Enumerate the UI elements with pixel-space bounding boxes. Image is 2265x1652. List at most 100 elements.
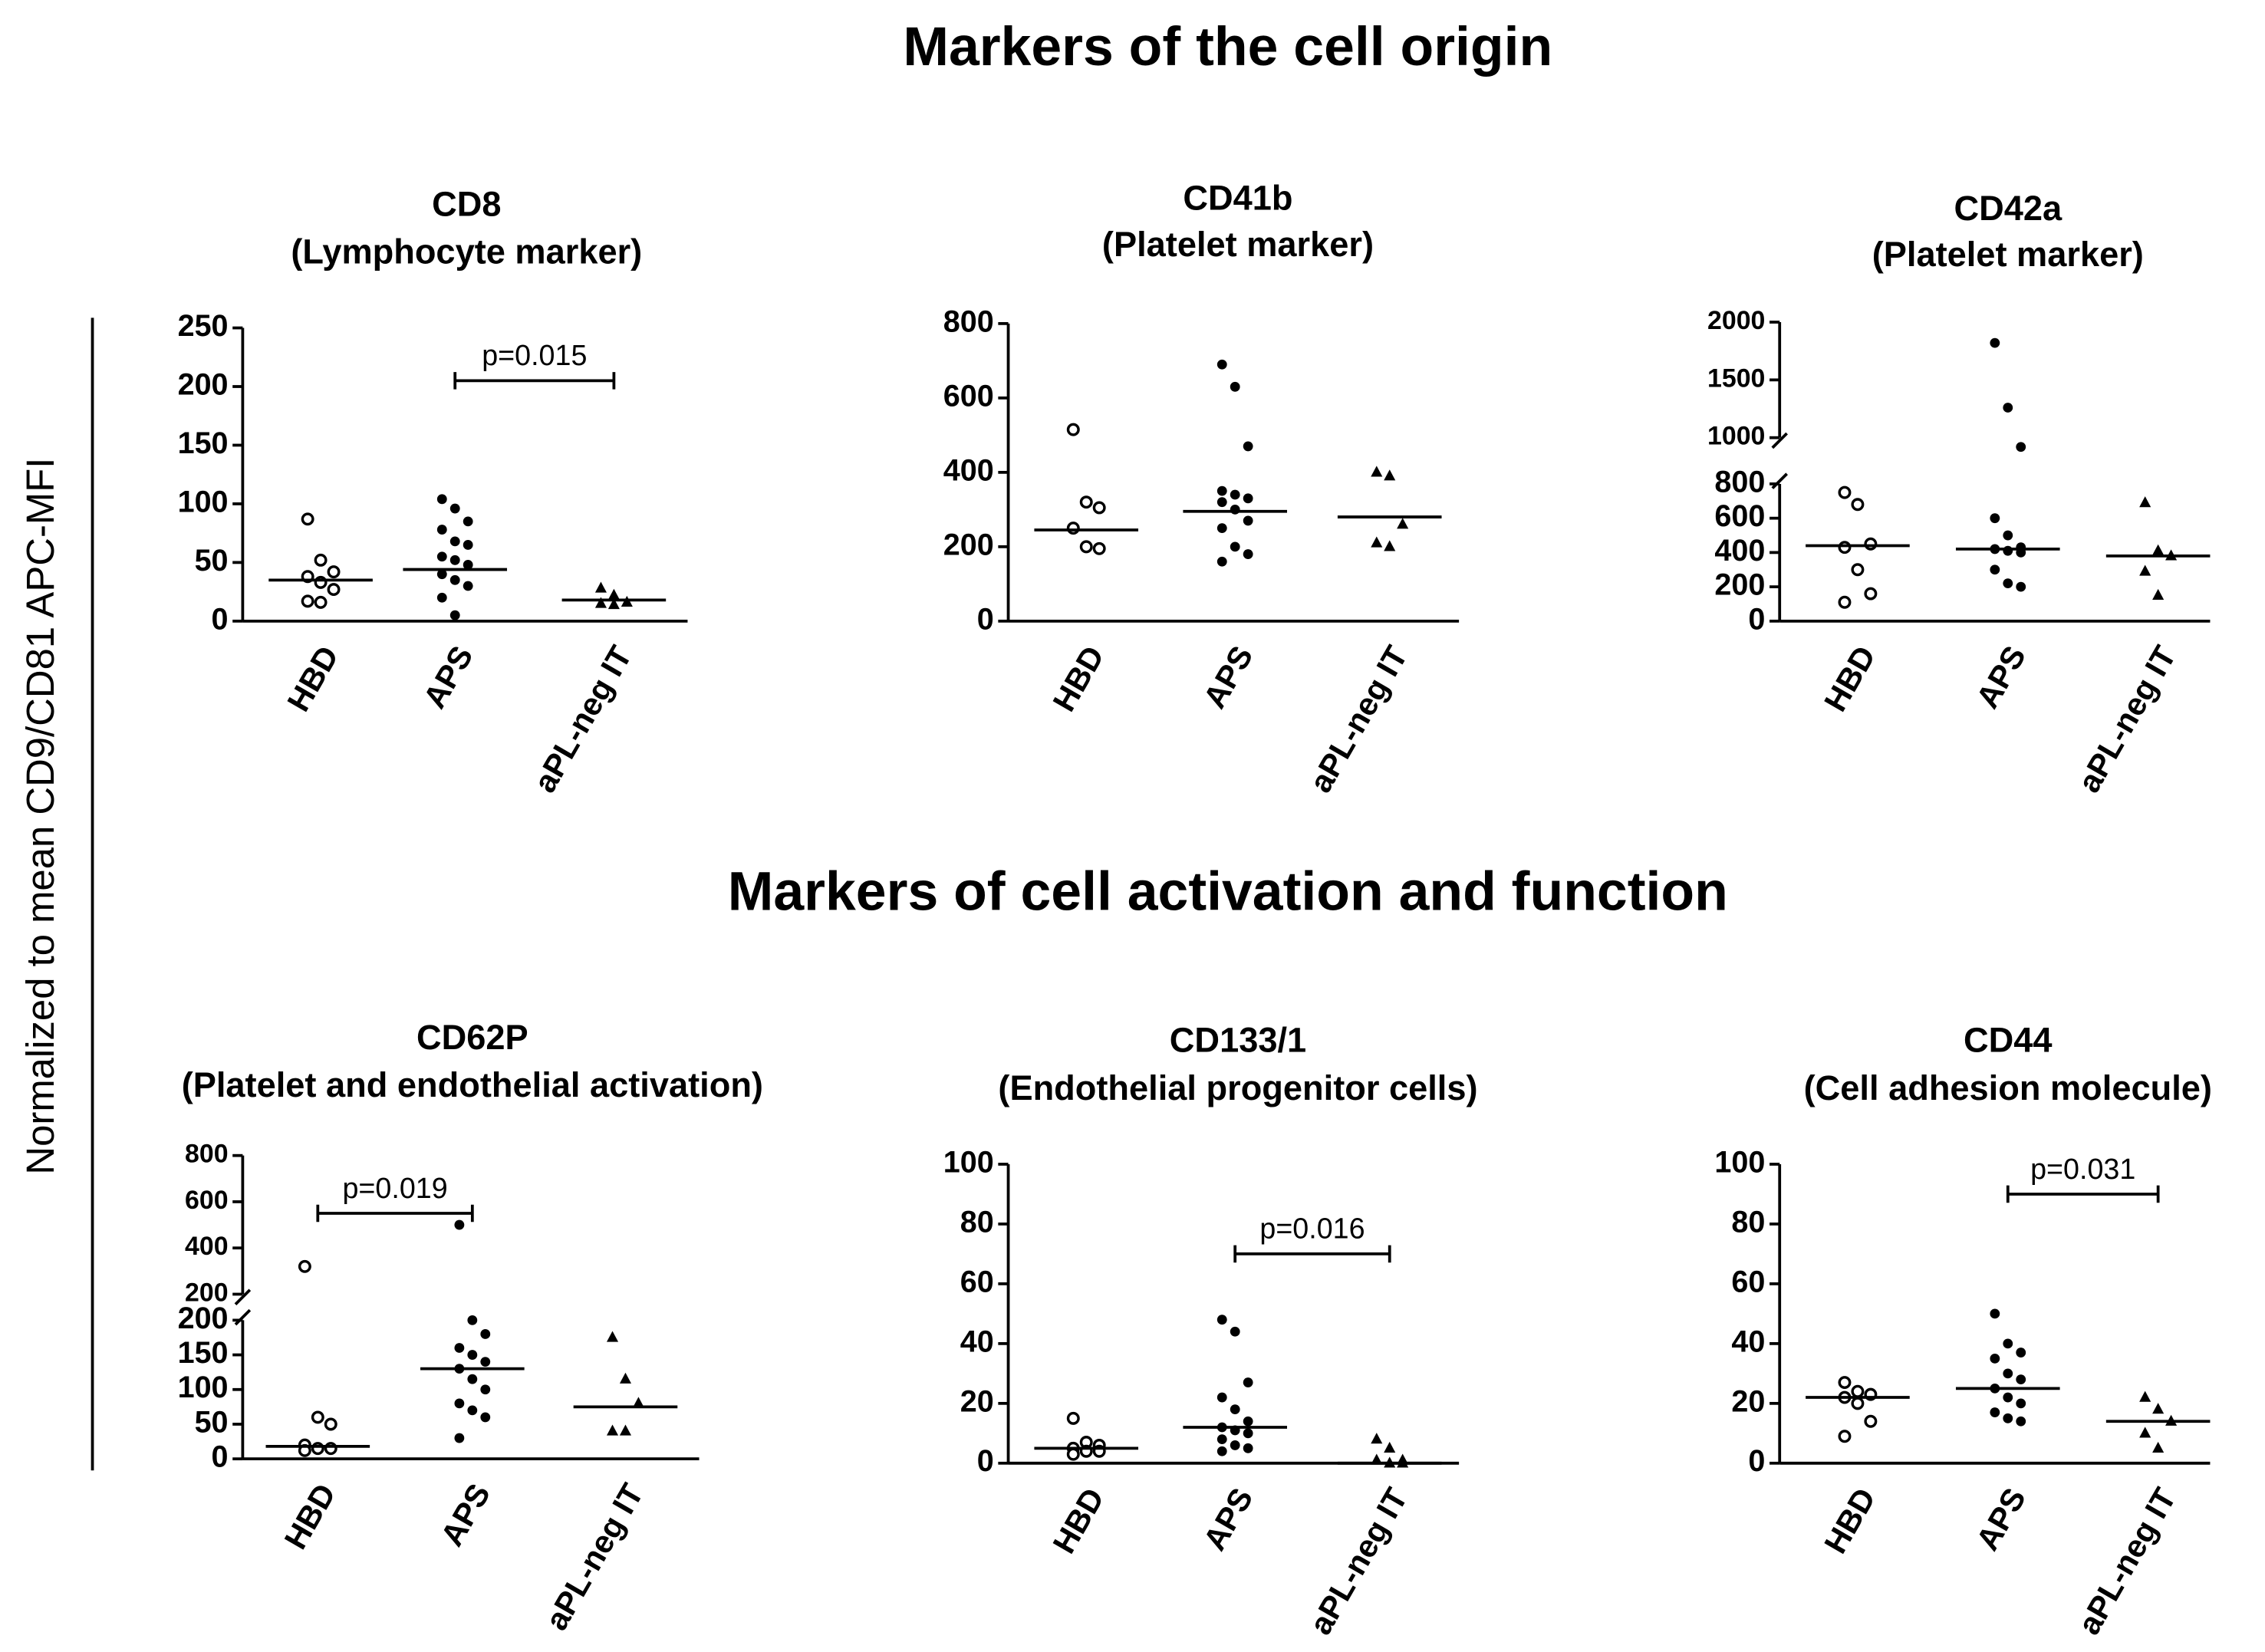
data-point [2139,1427,2151,1438]
data-point [436,551,447,562]
data-point [467,1374,478,1384]
data-point [594,581,607,593]
data-point [1230,1326,1240,1337]
data-point [2152,1403,2165,1414]
y-tick-label: 800 [1714,465,1765,499]
data-point [2152,1441,2165,1453]
data-point [1864,537,1878,551]
p-value: p=0.031 [2030,1153,2135,1185]
data-point [2016,1348,2026,1357]
data-point [1216,1315,1227,1325]
data-point [463,581,473,591]
data-point [1079,540,1093,554]
data-point [449,536,460,547]
data-point [1230,489,1240,500]
data-point [2139,496,2151,508]
data-point [607,597,620,610]
data-point [1230,504,1240,515]
data-point [2016,1374,2026,1385]
y-tick-label: 250 [178,309,229,343]
y-tick-label: 60 [960,1265,994,1298]
data-point [1216,359,1227,370]
data-point [436,525,447,535]
data-point [480,1412,491,1423]
axis-break [234,1308,252,1326]
y-tick-label: 80 [1731,1205,1765,1239]
data-point [1216,1446,1227,1456]
data-point [1397,518,1409,529]
y-tick-label: 20 [1731,1384,1765,1418]
data-point [1066,522,1080,535]
data-point [1216,497,1227,508]
data-point [1838,485,1852,499]
y-tick-label: 0 [1748,1444,1765,1478]
data-point [1216,523,1227,534]
y-tick-label: 50 [195,544,229,578]
panel-subtitle: (Platelet marker) [1102,225,1374,264]
significance-bracket [2006,1185,2160,1203]
panel-title: CD133/1 [1170,1021,1306,1060]
data-point [1851,498,1865,512]
y-tick-label: 400 [1714,534,1765,568]
data-point [1384,1441,1396,1453]
y-tick-label: 1500 [1707,364,1765,393]
data-point [1243,493,1253,504]
y-tick-label: 200 [943,528,994,561]
data-point [449,555,460,565]
y-tick-label: 100 [178,485,229,518]
axis-break [1771,432,1788,449]
data-point [607,588,620,600]
data-point [301,594,314,608]
data-point [311,1442,324,1456]
significance-bracket [316,1204,474,1223]
data-point [594,597,607,608]
y-tick-label: 80 [960,1205,994,1239]
y-tick-label: 0 [212,1440,229,1474]
y-tick-label: 50 [195,1405,229,1439]
y-tick-label: 150 [178,1336,229,1370]
section-heading: Markers of cell activation and function [728,861,1728,923]
data-point [1230,1440,1240,1450]
data-point [619,1372,631,1384]
panel-subtitle: (Platelet marker) [1872,235,2144,274]
data-point [1216,1434,1227,1445]
data-point [1851,1397,1865,1410]
data-point [2003,1413,2013,1423]
data-point [301,512,314,526]
axis-break [234,1288,252,1305]
panel-subtitle: (Endothelial progenitor cells) [998,1068,1477,1107]
data-point [314,595,328,609]
data-point [1371,466,1383,477]
panel-title: CD41b [1183,179,1292,218]
axis-break [1771,472,1788,489]
data-point [436,494,447,505]
panel-subtitle: (Platelet and endothelial activation) [182,1065,763,1104]
data-point [1243,441,1253,452]
data-point [463,560,473,570]
y-tick-label: 100 [943,1145,994,1179]
y-tick-label: 200 [178,367,229,401]
data-point [327,565,341,579]
panel-subtitle: (Cell adhesion molecule) [1804,1068,2212,1107]
y-tick-label: 100 [1714,1145,1765,1179]
data-point [2003,403,2013,413]
data-point [1066,423,1080,436]
data-point [1230,381,1240,392]
data-point [606,1331,619,1342]
data-point [467,1350,478,1360]
data-point [1216,1392,1227,1403]
section-heading: Markers of the cell origin [903,16,1552,77]
y-tick-label: 150 [178,426,229,460]
data-point [1243,515,1253,526]
data-point [454,1343,465,1353]
data-point [2139,564,2151,576]
data-point [1243,1443,1253,1453]
data-point [2003,1368,2013,1379]
y-tick-label: 2000 [1707,306,1765,335]
data-point [1838,595,1852,609]
data-point [1864,587,1878,601]
data-point [1230,541,1240,552]
data-point [1384,540,1396,551]
y-tick-label: 600 [943,379,994,413]
